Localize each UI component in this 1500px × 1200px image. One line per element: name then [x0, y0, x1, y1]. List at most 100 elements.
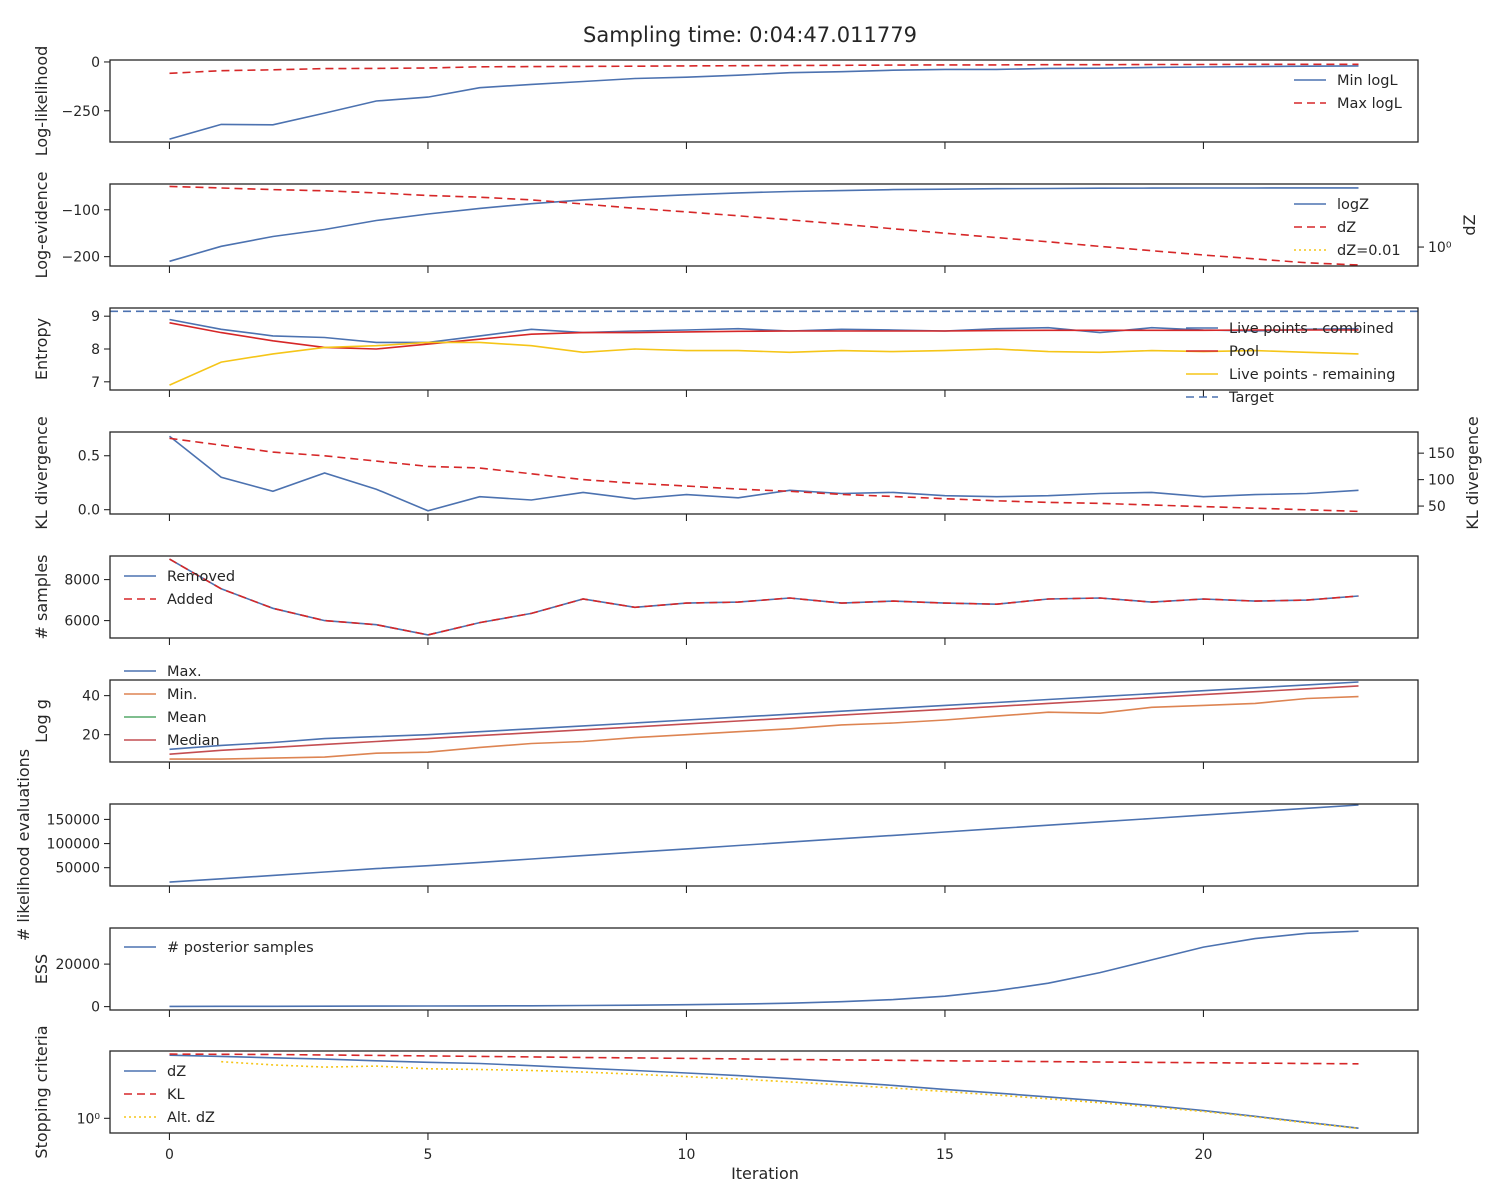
y-tick-label: 100000: [47, 837, 100, 853]
y-tick-label: 7: [91, 375, 100, 391]
legend-label: Added: [167, 592, 213, 608]
legend-label: Pool: [1229, 344, 1259, 360]
plot-frame: [109, 431, 1419, 515]
y-tick-label: 9: [91, 309, 100, 325]
legend: Min logL Max logL: [1294, 73, 1402, 112]
subplot-5: 8000 6000 # samples Removed Added: [32, 555, 1419, 645]
legend: # posterior samples: [124, 940, 314, 956]
y-tick-label: 150000: [47, 812, 100, 828]
y-tick-label: 40: [82, 689, 100, 705]
subplot-9: 10⁰ 0 5 10 15 20 Stopping criteria dZ KL Alt. dZ: [32, 1025, 1419, 1163]
y2-tick-label: 50: [1428, 499, 1446, 515]
series-line-median: [169, 685, 1359, 755]
series-group: [169, 435, 1359, 513]
series-line-added: [169, 558, 1359, 636]
series-group: [110, 310, 1418, 386]
y-tick-label: −200: [62, 250, 100, 266]
plot-frame: [109, 803, 1419, 887]
series-line-alt-dz: [221, 1060, 1359, 1130]
x-tick-label: 0: [165, 1147, 174, 1163]
legend-label: Median: [167, 733, 220, 749]
series-line-dz: [169, 185, 1359, 266]
y-tick-label: 0: [91, 55, 100, 71]
figure-title: Sampling time: 0:04:47.011779: [583, 23, 917, 47]
y-axis-label: Log-likelihood: [32, 46, 51, 157]
subplot-1: 0 −250 Log-likelihood Min logL Max logL: [32, 46, 1419, 157]
x-tick-label: 5: [423, 1147, 432, 1163]
legend-label: Min logL: [1337, 73, 1398, 89]
y-axis-label: Log-evidence: [32, 172, 51, 279]
y2-tick-label: 10⁰: [1428, 240, 1452, 256]
plot-frame: [109, 927, 1419, 1011]
legend-label: Live points - combined: [1229, 321, 1394, 337]
series-group: [169, 804, 1359, 883]
legend-label: Target: [1228, 390, 1274, 406]
legend: Max. Min. Mean Median: [124, 664, 220, 749]
legend-label: Live points - remaining: [1229, 367, 1395, 383]
y-tick-label: 20000: [55, 957, 100, 973]
series-group: [169, 558, 1359, 636]
subplot-8: 20000 0 ESS # posterior samples: [32, 927, 1419, 1017]
legend-label: Max.: [167, 664, 202, 680]
x-axis-label: Iteration: [731, 1164, 799, 1183]
y-tick-label: 0.5: [78, 449, 100, 465]
legend: logZ dZ dZ=0.01: [1294, 197, 1401, 259]
series-line-max-logl: [169, 63, 1359, 75]
series-group: [169, 185, 1359, 266]
subplot-stack: 0 −250 Log-likelihood Min logL Max logL −100 −…: [14, 46, 1482, 1163]
plot-frame: [109, 183, 1419, 267]
legend: Removed Added: [124, 569, 235, 608]
subplot-2: −100 −200 10⁰ Log-evidence dZ logZ dZ dZ=0.01: [32, 172, 1479, 279]
legend: Live points - combined Pool Live points - …: [1186, 321, 1395, 406]
legend-label: dZ=0.01: [1337, 243, 1401, 259]
series-group: [169, 63, 1359, 140]
y-axis-label: # samples: [32, 555, 51, 640]
series-line-dz: [169, 1054, 1359, 1129]
series-line-removed: [169, 558, 1359, 636]
series-line-logz: [169, 187, 1359, 263]
y-tick-label: −250: [62, 104, 100, 120]
series-line-min-logl: [169, 65, 1359, 140]
legend-label: # posterior samples: [167, 940, 314, 956]
series-line-kl: [169, 1053, 1359, 1065]
legend: dZ KL Alt. dZ: [124, 1064, 215, 1126]
y-tick-label: 10⁰: [77, 1111, 101, 1127]
y-axis-label: KL divergence: [32, 416, 51, 529]
x-tick-label: 15: [936, 1147, 954, 1163]
y-tick-label: 8000: [64, 573, 100, 589]
plot-frame: [109, 555, 1419, 639]
plot-frame: [109, 1050, 1419, 1134]
y2-tick-label: 150: [1428, 446, 1455, 462]
series-line-live-points-remaining: [169, 341, 1359, 386]
series-line-2: [169, 437, 1359, 513]
series-group: [169, 1053, 1359, 1130]
series-group: [169, 930, 1359, 1008]
y-tick-label: 50000: [55, 861, 100, 877]
x-tick-label: 10: [678, 1147, 696, 1163]
series-line-max-: [169, 681, 1359, 751]
series-line-live-points-combined: [169, 318, 1359, 344]
x-tick-label: 20: [1195, 1147, 1213, 1163]
legend-label: Min.: [167, 687, 197, 703]
y-tick-label: 0: [91, 1000, 100, 1016]
subplot-4: 0.5 0.0 150 100 50 KL divergence KL divergence: [32, 416, 1482, 529]
y-axis-label: ESS: [32, 954, 51, 984]
y-tick-label: 0.0: [78, 503, 100, 519]
legend-label: Alt. dZ: [167, 1110, 215, 1126]
legend-label: dZ: [167, 1064, 186, 1080]
y-axis-label: Entropy: [32, 318, 51, 380]
y2-tick-label: 100: [1428, 473, 1455, 489]
legend-label: Removed: [167, 569, 235, 585]
y2-axis-label: KL divergence: [1463, 416, 1482, 529]
legend-label: dZ: [1337, 220, 1356, 236]
series-line-1: [169, 435, 1359, 512]
y-tick-label: 20: [82, 728, 100, 744]
y-tick-label: −100: [62, 203, 100, 219]
y-axis-label: # likelihood evaluations: [14, 749, 33, 941]
legend-label: Max logL: [1337, 96, 1402, 112]
series-line-pool: [169, 322, 1359, 350]
y-axis-label: Stopping criteria: [32, 1025, 51, 1158]
series-line-min-: [169, 695, 1359, 760]
